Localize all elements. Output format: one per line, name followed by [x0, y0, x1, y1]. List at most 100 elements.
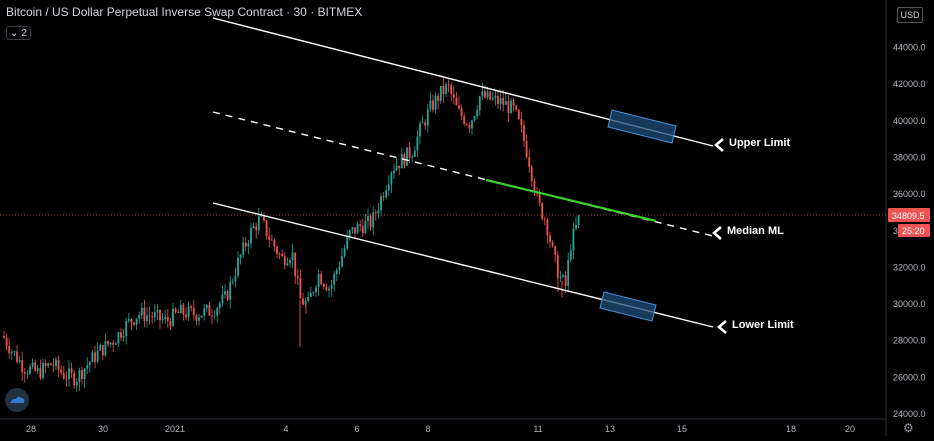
- candle-body: [380, 196, 382, 211]
- candle-body: [338, 266, 341, 271]
- candle-body: [34, 362, 37, 371]
- candle-body: [31, 362, 34, 367]
- indicator-collapse-button[interactable]: ⌄ 2: [6, 26, 31, 40]
- candle-body: [572, 228, 575, 251]
- candle-body: [421, 122, 424, 124]
- candle-body: [416, 136, 419, 151]
- candle-body: [468, 124, 471, 129]
- candle-body: [226, 291, 229, 300]
- candle-body: [299, 278, 302, 299]
- candle-body: [205, 304, 208, 309]
- separator: ·: [310, 5, 315, 19]
- candle-body: [465, 123, 468, 125]
- candle-body: [504, 101, 507, 105]
- candle-body: [57, 359, 60, 370]
- candle-body: [481, 91, 484, 97]
- candle-body: [281, 253, 284, 257]
- candle-body: [101, 345, 104, 356]
- candle-body: [29, 366, 31, 374]
- y-tick-label: 26000.0: [893, 372, 926, 382]
- candle-body: [192, 308, 195, 316]
- last-price-value: 34809.5: [892, 211, 925, 221]
- candle-body: [190, 306, 193, 309]
- median-highlight-line: [485, 178, 657, 223]
- candle-body: [166, 316, 169, 322]
- candle-body: [512, 100, 515, 106]
- candle-body: [452, 94, 455, 98]
- candle-body: [473, 116, 476, 121]
- candle-body: [65, 378, 68, 380]
- candle-body: [244, 242, 247, 247]
- candle-body: [257, 216, 260, 231]
- candle-body: [138, 315, 141, 319]
- candle-body: [26, 373, 29, 375]
- candle-body: [463, 116, 466, 124]
- candle-body: [127, 318, 130, 321]
- x-tick-label: 28: [26, 424, 36, 434]
- x-tick-label: 15: [677, 424, 687, 434]
- candle-body: [221, 294, 224, 304]
- candle-body: [406, 147, 408, 166]
- candle-body: [343, 248, 346, 257]
- candle-body: [135, 318, 138, 325]
- candle-body: [270, 239, 273, 241]
- candle-body: [60, 369, 63, 373]
- candle-body: [330, 284, 333, 289]
- candle-body: [211, 315, 213, 317]
- candle-body: [68, 368, 70, 380]
- candle-body: [203, 308, 206, 316]
- candle-body: [374, 212, 377, 214]
- candle-body: [289, 259, 291, 264]
- gear-icon[interactable]: ⚙: [903, 421, 914, 435]
- symbol-name: Bitcoin / US Dollar Perpetual Inverse Sw…: [6, 5, 283, 19]
- upper-target-box: [607, 109, 677, 144]
- candle-body: [52, 365, 55, 367]
- candle-body: [140, 307, 143, 316]
- lower-target-box: [599, 291, 657, 322]
- candle-body: [541, 203, 544, 219]
- candle-body: [276, 246, 278, 254]
- candle-body: [411, 156, 414, 158]
- candle-body: [442, 85, 445, 95]
- countdown-value: 25:20: [902, 226, 925, 236]
- candle-body: [450, 84, 453, 95]
- candle-body: [112, 342, 115, 345]
- candle-body: [317, 273, 320, 288]
- tradingview-logo-icon[interactable]: [5, 388, 29, 412]
- candle-body: [502, 98, 505, 105]
- candle-body: [234, 275, 237, 282]
- candle-body: [455, 97, 458, 106]
- candle-body: [273, 240, 276, 247]
- candle-body: [109, 342, 112, 345]
- candle-body: [42, 363, 44, 379]
- candle-body: [224, 291, 226, 295]
- candle-body: [146, 315, 148, 322]
- candle-body: [439, 85, 442, 101]
- currency-button[interactable]: USD: [897, 7, 923, 23]
- arrow-left-icon: [717, 320, 727, 334]
- candle-body: [239, 254, 242, 258]
- y-tick-label: 38000.0: [893, 152, 926, 162]
- candle-body: [471, 120, 473, 129]
- candle-body: [143, 307, 146, 322]
- candle-body: [3, 336, 5, 338]
- countdown-badge: [898, 224, 930, 237]
- candle-body: [23, 372, 26, 374]
- candle-body: [320, 273, 323, 285]
- candle-body: [432, 100, 434, 110]
- candle-body: [96, 350, 99, 362]
- candle-body: [8, 346, 11, 354]
- symbol-title[interactable]: Bitcoin / US Dollar Perpetual Inverse Sw…: [6, 5, 362, 19]
- y-tick-label: 28000.0: [893, 336, 926, 346]
- candle-body: [507, 101, 510, 114]
- candle-body: [107, 340, 109, 345]
- candle-body: [478, 96, 481, 111]
- candle-body: [335, 270, 338, 275]
- candle-body: [554, 246, 557, 255]
- candle-body: [413, 150, 416, 157]
- candle-body: [198, 317, 200, 321]
- candle-body: [94, 352, 96, 362]
- candle-body: [322, 284, 325, 287]
